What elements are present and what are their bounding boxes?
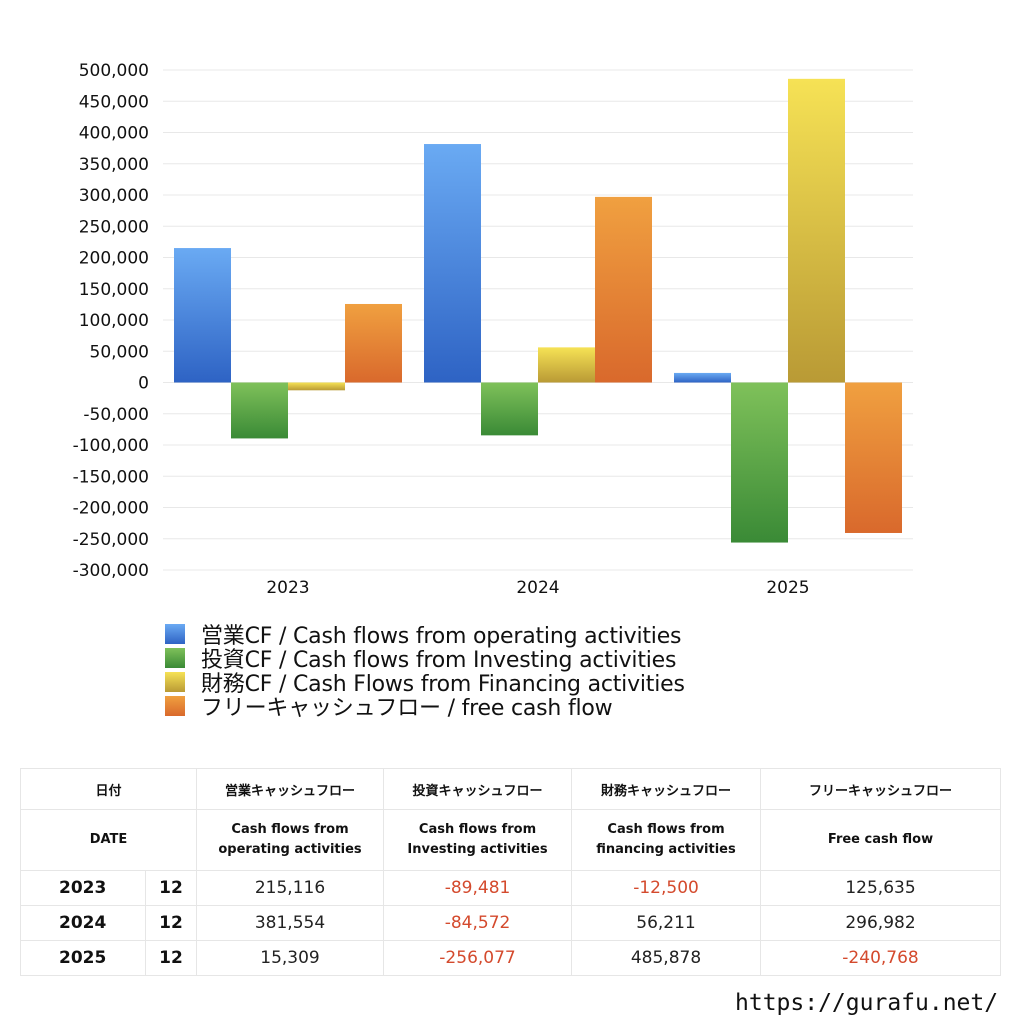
header-investing-en-line2: Investing activities [407, 842, 548, 857]
table-row: 2024 12 381,554 -84,572 56,211 296,982 [20, 905, 1002, 941]
row-month: 12 [144, 870, 198, 906]
y-tick-label: 200,000 [79, 249, 149, 269]
header-investing-en-line1: Cash flows from [418, 822, 537, 837]
legend-swatch-operating [165, 624, 185, 644]
y-tick-label: -250,000 [73, 530, 149, 550]
header-operating-en-line2: operating activities [218, 842, 362, 857]
header-free-en: Free cash flow [760, 809, 1002, 871]
header-operating-en: Cash flows from operating activities [196, 809, 385, 871]
bar-operating-2024 [424, 144, 481, 383]
header-date-jp: 日付 [19, 768, 198, 810]
y-axis-ticks: 500,000 450,000 400,000 350,000 300,000 250,0… [73, 61, 149, 581]
legend: 営業CF / Cash flows from operating activit… [165, 622, 685, 721]
header-financing-en: Cash flows from financing activities [571, 809, 762, 871]
cell-investing: -89,481 [383, 870, 573, 906]
y-tick-label: 450,000 [79, 92, 149, 112]
header-financing-jp: 財務キャッシュフロー [571, 768, 762, 810]
legend-item-investing: 投資CF / Cash flows from Investing activit… [165, 646, 685, 673]
header-investing-jp: 投資キャッシュフロー [383, 768, 573, 810]
cell-financing: 56,211 [571, 905, 762, 941]
bar-free-2024 [595, 196, 652, 383]
header-financing-en-line1: Cash flows from [607, 822, 725, 837]
y-tick-label: 250,000 [79, 217, 149, 237]
x-axis-ticks: 2023 2024 2025 [266, 578, 809, 598]
site-url: https://gurafu.net/ [735, 990, 999, 1016]
bar-investing-2023 [231, 382, 288, 439]
legend-swatch-financing [165, 672, 185, 692]
chart-area: 500,000 450,000 400,000 350,000 300,000 250,0… [73, 61, 913, 598]
header-free-jp: フリーキャッシュフロー [760, 768, 1002, 810]
bar-financing-2025 [788, 78, 845, 383]
legend-item-operating: 営業CF / Cash flows from operating activit… [165, 622, 685, 649]
row-month: 12 [144, 905, 198, 941]
legend-swatch-free [165, 696, 185, 716]
cell-operating: 215,116 [196, 870, 385, 906]
cell-investing: -84,572 [383, 905, 573, 941]
row-month: 12 [144, 940, 198, 976]
header-investing-en: Cash flows from Investing activities [383, 809, 573, 871]
x-tick-label: 2024 [516, 578, 559, 598]
cell-operating: 381,554 [196, 905, 385, 941]
header-financing-en-line2: financing activities [596, 842, 736, 857]
bars [174, 78, 902, 543]
legend-item-free: フリーキャッシュフロー / free cash flow [165, 694, 685, 721]
legend-label-investing: 投資CF / Cash flows from Investing activit… [201, 648, 677, 673]
legend-label-operating: 営業CF / Cash flows from operating activit… [201, 624, 682, 649]
y-tick-label: -100,000 [73, 436, 149, 456]
header-operating-en-line1: Cash flows from [231, 822, 349, 837]
bar-free-2025 [845, 382, 902, 533]
bar-operating-2025 [674, 372, 731, 383]
table-row: 2025 12 15,309 -256,077 485,878 -240,768 [20, 940, 1002, 976]
table-header-row: 日付 営業キャッシュフロー 投資キャッシュフロー 財務キャッシュフロー フリーキ… [19, 768, 1002, 810]
legend-item-financing: 財務CF / Cash Flows from Financing activit… [165, 670, 685, 697]
row-year: 2024 [20, 905, 146, 941]
y-tick-label: -150,000 [73, 467, 149, 487]
x-tick-label: 2025 [766, 578, 809, 598]
header-operating-jp: 営業キャッシュフロー [196, 768, 385, 810]
bar-operating-2023 [174, 248, 231, 383]
cash-flow-bar-chart: 500,000 450,000 400,000 350,000 300,000 250,0… [73, 61, 913, 598]
header-date-en: DATE [19, 809, 198, 871]
table-row: 2023 12 215,116 -89,481 -12,500 125,635 [20, 870, 1002, 906]
cell-free: 125,635 [760, 870, 1002, 906]
cell-investing: -256,077 [383, 940, 573, 976]
cell-financing: 485,878 [571, 940, 762, 976]
y-tick-label: 350,000 [79, 155, 149, 175]
y-tick-label: 300,000 [79, 186, 149, 206]
table-subheader-row: DATE Cash flows from operating activities… [19, 809, 1002, 871]
y-tick-label: 150,000 [79, 280, 149, 300]
y-tick-label: 0 [138, 374, 149, 394]
row-year: 2023 [20, 870, 146, 906]
y-tick-label: -300,000 [73, 561, 149, 581]
row-year: 2025 [20, 940, 146, 976]
cash-flow-table: 日付 営業キャッシュフロー 投資キャッシュフロー 財務キャッシュフロー フリーキ… [19, 768, 1002, 976]
cell-free: 296,982 [760, 905, 1002, 941]
cell-free: -240,768 [760, 940, 1002, 976]
x-tick-label: 2023 [266, 578, 309, 598]
cell-financing: -12,500 [571, 870, 762, 906]
y-tick-label: 100,000 [79, 311, 149, 331]
bar-investing-2024 [481, 382, 538, 436]
cell-operating: 15,309 [196, 940, 385, 976]
bar-financing-2023 [288, 382, 345, 391]
bar-financing-2024 [538, 347, 595, 383]
legend-swatch-investing [165, 648, 185, 668]
y-tick-label: -50,000 [83, 405, 149, 425]
y-tick-label: 50,000 [90, 342, 149, 362]
bar-free-2023 [345, 303, 402, 383]
y-tick-label: 400,000 [79, 124, 149, 144]
legend-label-free: フリーキャッシュフロー / free cash flow [201, 696, 613, 721]
y-tick-label: -200,000 [73, 499, 149, 519]
y-tick-label: 500,000 [79, 61, 149, 81]
bar-investing-2025 [731, 382, 788, 543]
legend-label-financing: 財務CF / Cash Flows from Financing activit… [201, 672, 685, 697]
